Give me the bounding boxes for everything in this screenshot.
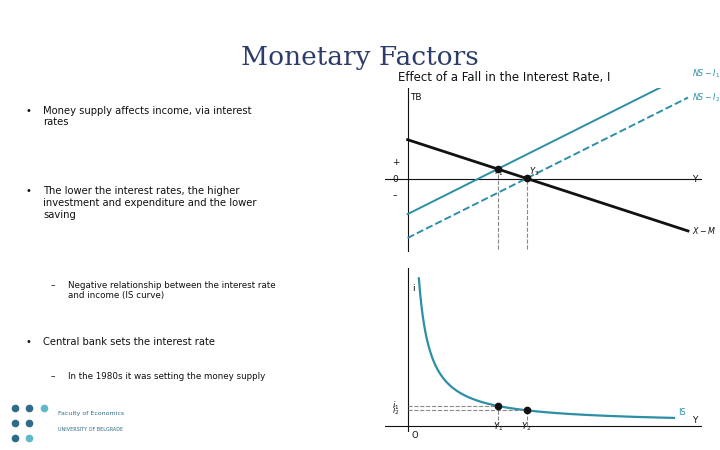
Text: IS: IS bbox=[678, 409, 686, 418]
Text: 0: 0 bbox=[392, 175, 398, 184]
Text: Money supply affects income, via interest
rates: Money supply affects income, via interes… bbox=[43, 106, 252, 127]
Text: –: – bbox=[392, 191, 397, 200]
Text: •: • bbox=[25, 337, 31, 347]
Text: $Y_1$: $Y_1$ bbox=[492, 165, 503, 178]
Text: $Y_2$: $Y_2$ bbox=[529, 165, 540, 178]
Text: Central bank sets the interest rate: Central bank sets the interest rate bbox=[43, 337, 215, 347]
Text: –: – bbox=[50, 372, 55, 381]
Text: Monetary Factors: Monetary Factors bbox=[241, 45, 479, 70]
Text: O: O bbox=[412, 431, 418, 440]
Text: i: i bbox=[412, 284, 415, 293]
Text: Effect of a Fall in the Interest Rate, I: Effect of a Fall in the Interest Rate, I bbox=[398, 71, 611, 84]
Text: Y: Y bbox=[692, 416, 698, 425]
Text: In the 1980s it was setting the money supply: In the 1980s it was setting the money su… bbox=[68, 372, 266, 381]
Text: UNIVERSITY OF BELGRADE: UNIVERSITY OF BELGRADE bbox=[58, 427, 123, 432]
Text: •: • bbox=[25, 106, 31, 116]
Text: •: • bbox=[25, 186, 31, 196]
Text: $Y_1$: $Y_1$ bbox=[492, 421, 503, 433]
Text: $X-M$: $X-M$ bbox=[692, 225, 716, 236]
Text: $NS-I_1$: $NS-I_1$ bbox=[692, 68, 720, 80]
Text: +: + bbox=[392, 158, 400, 166]
Text: $NS-I_2$: $NS-I_2$ bbox=[692, 91, 720, 104]
Text: –: – bbox=[50, 281, 55, 290]
Text: Negative relationship between the interest rate
and income (IS curve): Negative relationship between the intere… bbox=[68, 281, 276, 301]
Text: $i_1$: $i_1$ bbox=[392, 400, 400, 412]
Text: $i_2$: $i_2$ bbox=[392, 404, 400, 417]
Text: $Y_2$: $Y_2$ bbox=[521, 421, 531, 433]
Text: Y: Y bbox=[692, 175, 698, 184]
Text: TB: TB bbox=[410, 93, 422, 102]
Text: Faculty of Economics: Faculty of Economics bbox=[58, 411, 124, 416]
Text: The lower the interest rates, the higher
investment and expenditure and the lowe: The lower the interest rates, the higher… bbox=[43, 186, 257, 220]
